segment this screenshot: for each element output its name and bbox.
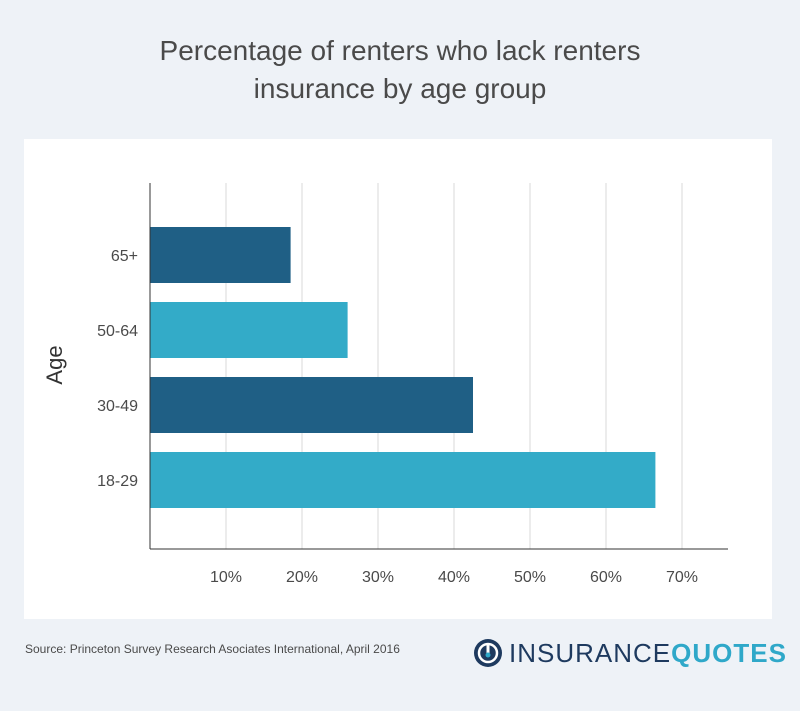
x-tick-label-20: 20% xyxy=(286,569,318,586)
bar-30-49 xyxy=(150,377,473,433)
x-tick-label-60: 60% xyxy=(590,569,622,586)
chart-title-line-1: Percentage of renters who lack renters xyxy=(159,35,641,66)
bar-50-64 xyxy=(150,302,348,358)
y-axis-title: Age xyxy=(42,345,67,384)
logo-word-quotes: QUOTES xyxy=(671,638,787,668)
x-tick-label-50: 50% xyxy=(514,569,546,586)
bar-chart: 65+ 50-64 30-49 18-29 10% 20% 30% 40% 50% 60% 70% A… xyxy=(42,183,728,586)
chart-title-line-2: insurance by age group xyxy=(253,73,547,104)
category-label-30-49: 30-49 xyxy=(97,398,138,415)
category-label-65+: 65+ xyxy=(111,248,138,265)
category-label-50-64: 50-64 xyxy=(97,323,138,340)
bar-65+ xyxy=(150,227,291,283)
category-label-18-29: 18-29 xyxy=(97,473,138,490)
logo-word-insurance: INSURANCE xyxy=(509,638,672,668)
insurancequotes-logo: INSURANCEQUOTES xyxy=(473,636,787,670)
source-note: Source: Princeton Survey Research Asocia… xyxy=(25,642,400,656)
x-tick-label-30: 30% xyxy=(362,569,394,586)
bar-18-29 xyxy=(150,452,656,508)
logo-mark-icon xyxy=(474,639,502,667)
chart-title: Percentage of renters who lack renters i… xyxy=(0,32,800,108)
x-tick-label-10: 10% xyxy=(210,569,242,586)
x-tick-label-40: 40% xyxy=(438,569,470,586)
x-tick-label-70: 70% xyxy=(666,569,698,586)
chart-panel: 65+ 50-64 30-49 18-29 10% 20% 30% 40% 50% 60% 70% A… xyxy=(24,139,772,619)
